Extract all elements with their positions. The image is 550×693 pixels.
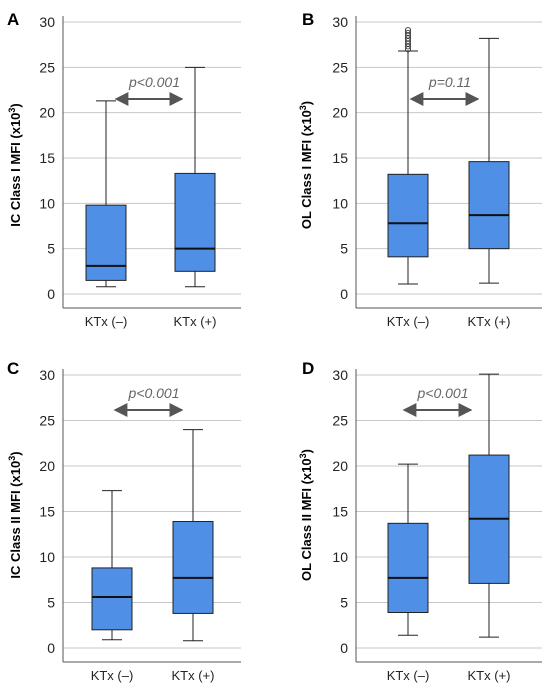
y-tick-label: 15 [332,150,348,166]
y-tick-label: 0 [340,640,348,656]
panel-a: A 0 5 10 15 20 25 30 IC Class I MFI (x103) KTx (–… [7,10,241,329]
y-axis-label-superscript: 3 [7,456,17,461]
y-axis-label-main: OL Class I MFI (x10 [299,110,314,229]
y-tick-label: 20 [39,458,55,474]
iqr-box [85,204,127,281]
y-tick-label: 0 [340,286,348,302]
y-axis-label-end: ) [299,449,314,453]
y-tick-label: 15 [39,150,55,166]
y-tick-label: 5 [340,595,348,611]
y-axis-label: IC Class II MFI (x103) [7,451,23,578]
y-tick-label: 15 [39,504,55,520]
p-value-annotation: p<0.001 [128,74,180,90]
x-category-label: KTx (+) [174,314,217,329]
y-tick-label: 10 [332,195,348,211]
y-axis-label-superscript: 3 [7,108,17,113]
outlier-point [404,27,412,34]
y-tick-label: 30 [332,367,348,383]
panel-d: D 0 5 10 15 20 25 30 OL Class II MFI (x103) KTx (… [298,359,542,683]
x-category-label: KTx (–) [387,668,430,683]
y-axis-label: OL Class II MFI (x103) [298,449,314,581]
iqr-box [468,161,510,250]
iqr-box [174,172,216,272]
y-tick-label: 5 [47,595,55,611]
x-category-label: KTx (–) [91,668,134,683]
x-category-label: KTx (–) [85,314,128,329]
y-axis-label-superscript: 3 [298,105,308,110]
y-tick-label: 30 [332,14,348,30]
p-value-annotation: p<0.001 [417,385,469,401]
box-ktx-negative [387,27,429,285]
y-tick-label: 30 [39,14,55,30]
p-value-annotation: p=0.11 [428,74,471,90]
box-ktx-negative [85,100,127,288]
x-category-label: KTx (+) [172,668,215,683]
panel-b: B 0 5 10 15 20 25 30 OL Class I MFI (x103) KTx (–… [298,10,542,329]
iqr-box [91,567,133,631]
y-axis-label-end: ) [299,101,314,105]
y-tick-label: 30 [39,367,55,383]
panel-letter: D [302,359,314,378]
p-value-annotation: p<0.001 [128,385,180,401]
box-ktx-positive [172,429,214,642]
y-tick-label: 5 [340,241,348,257]
y-tick-label: 0 [47,640,55,656]
y-tick-label: 25 [39,59,55,75]
outlier-point [404,29,412,36]
x-category-label: KTx (–) [387,314,430,329]
iqr-box [387,173,429,258]
y-tick-label: 10 [39,195,55,211]
panel-c: C 0 5 10 15 20 25 30 IC Class II MFI (x103) KTx (… [7,359,241,683]
y-axis-label-end: ) [8,103,23,107]
y-axis-label: IC Class I MFI (x103) [7,103,23,227]
y-tick-label: 20 [332,105,348,121]
y-axis-label: OL Class I MFI (x103) [298,101,314,229]
panel-letter: B [302,10,314,29]
y-tick-label: 20 [332,458,348,474]
box-ktx-negative [387,463,429,636]
iqr-box [172,521,214,614]
box-ktx-positive [174,66,216,288]
panel-letter: A [7,10,19,29]
y-tick-label: 20 [39,105,55,121]
panel-letter: C [7,359,19,378]
box-ktx-positive [468,373,510,638]
y-tick-label: 25 [332,59,348,75]
iqr-box [387,522,429,614]
x-category-label: KTx (+) [468,314,511,329]
y-axis-label-superscript: 3 [298,453,308,458]
y-axis-label-end: ) [8,451,23,455]
y-axis-label-main: IC Class I MFI (x10 [8,113,23,227]
y-tick-label: 25 [332,413,348,429]
y-tick-label: 25 [39,413,55,429]
box-ktx-positive [468,37,510,284]
y-tick-label: 15 [332,504,348,520]
y-tick-label: 10 [332,549,348,565]
y-tick-label: 5 [47,241,55,257]
y-axis-label-main: IC Class II MFI (x10 [8,461,23,579]
y-tick-label: 10 [39,549,55,565]
x-category-label: KTx (+) [468,668,511,683]
y-axis-label-main: OL Class II MFI (x10 [299,458,314,581]
y-tick-label: 0 [47,286,55,302]
box-ktx-negative [91,490,133,641]
